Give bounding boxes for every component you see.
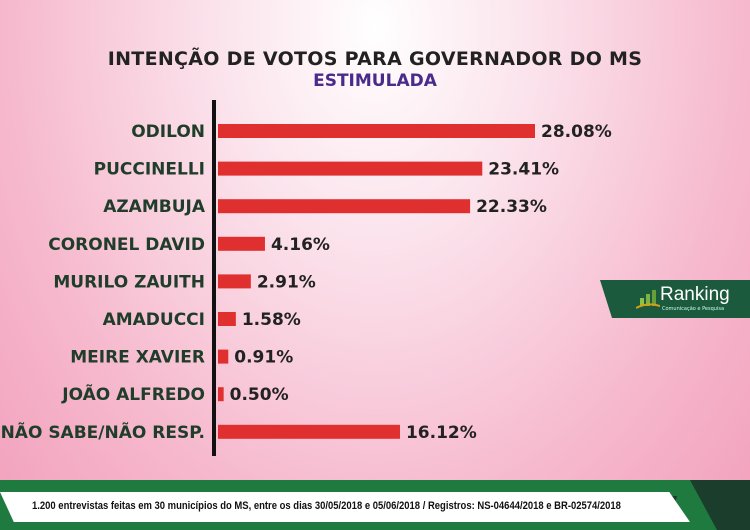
value-label: 22.33%: [476, 197, 547, 217]
bar: [218, 349, 229, 364]
category-label: PUCCINELLI: [94, 160, 205, 180]
bar: [218, 387, 224, 402]
bar: [218, 161, 483, 176]
chart-title: INTENÇÃO DE VOTOS PARA GOVERNADOR DO MS: [107, 48, 643, 70]
logo-name: Ranking: [660, 284, 730, 305]
bar: [218, 199, 471, 214]
category-label: AMADUCCI: [103, 310, 205, 330]
ranking-logo: Ranking Comunicação e Pesquisa: [600, 280, 750, 318]
value-label: 23.41%: [488, 160, 559, 180]
category-label: CORONEL DAVID: [48, 235, 205, 255]
value-label: 16.12%: [406, 423, 477, 443]
value-label: 1.58%: [242, 310, 301, 330]
category-label: MURILO ZAUITH: [53, 272, 205, 292]
bar-chart: ODILON 28.08% PUCCINELLI 23.41% AZAMBUJA 22.3…: [1, 100, 612, 456]
value-label: 0.50%: [230, 385, 289, 405]
ranking-chart-icon: [636, 290, 660, 309]
bar: [218, 124, 535, 138]
chart-subtitle: ESTIMULADA: [313, 71, 437, 91]
category-label: MEIRE XAVIER: [70, 348, 205, 368]
bar: [218, 274, 251, 289]
value-label: 28.08%: [541, 122, 612, 142]
value-label: 0.91%: [234, 348, 293, 368]
value-label: 2.91%: [257, 272, 316, 292]
category-label: ODILON: [131, 122, 205, 142]
bar: [218, 236, 265, 251]
footer-note-box: [0, 492, 690, 522]
bar: [218, 424, 400, 439]
category-label: AZAMBUJA: [103, 197, 206, 217]
bar: [218, 312, 236, 326]
footer-note: 1.200 entrevistas feitas em 30 município…: [32, 500, 621, 512]
value-label: 4.16%: [271, 235, 330, 255]
logo-tagline: Comunicação e Pesquisa: [662, 306, 725, 312]
category-label: JOÃO ALFREDO: [61, 382, 205, 405]
category-label: NÃO SABE/NÃO RESP.: [1, 420, 205, 443]
